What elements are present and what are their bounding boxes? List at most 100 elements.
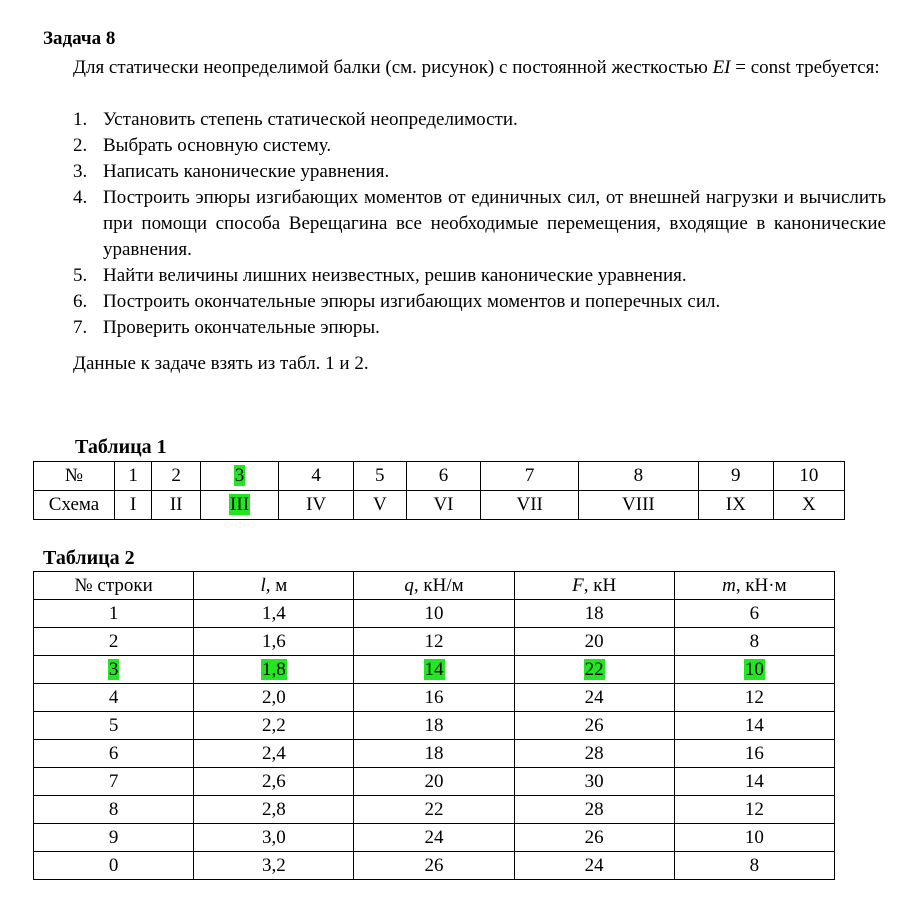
step-number: 4. xyxy=(73,187,88,208)
table-cell: 2,2 xyxy=(193,711,355,740)
table-2: № строки l, м q, кН/м F, кН m, кН·м 1 1,4 10 18 6… xyxy=(32,571,836,880)
table-cell: 12 xyxy=(353,627,515,656)
table-cell: 4 xyxy=(278,461,355,491)
cell-value: 1,4 xyxy=(262,602,286,624)
cell-value: II xyxy=(169,494,183,515)
table-cell: 10 xyxy=(353,599,515,628)
cell-value: 9 xyxy=(108,826,119,848)
table-cell: 2,6 xyxy=(193,767,355,796)
cell-value: 6 xyxy=(108,742,119,764)
cell-value: 1,8 xyxy=(261,658,287,680)
list-item: 5. Найти величины лишних неизвестных, реш… xyxy=(73,263,886,289)
cell-value: 20 xyxy=(584,630,604,652)
table-cell: 6 xyxy=(32,739,195,768)
cell-value: I xyxy=(130,494,137,515)
cell-value: 14 xyxy=(744,714,764,736)
cell-value: 3,2 xyxy=(262,854,286,876)
cell-value: 4 xyxy=(311,465,321,486)
table-cell: 28 xyxy=(513,739,675,768)
step-text: Проверить окончательные эпюры. xyxy=(103,317,380,338)
column-header: l, м xyxy=(193,571,355,600)
table-cell: 22 xyxy=(513,655,675,684)
table-cell: 18 xyxy=(513,599,675,628)
table-cell: 2,0 xyxy=(193,683,355,712)
cell-value: 3 xyxy=(233,465,246,486)
cell-value: VII xyxy=(516,494,543,515)
task-title: Задача 8 xyxy=(43,28,116,49)
table-row: 1 1,4 10 18 6 xyxy=(32,599,836,628)
data-note: Данные к задаче взять из табл. 1 и 2. xyxy=(73,353,369,374)
cell-value: 10 xyxy=(424,602,444,624)
list-item: 1. Установить степень статической неопред… xyxy=(73,107,886,133)
cell-value: 2,2 xyxy=(262,714,286,736)
cell-value: 7 xyxy=(108,770,119,792)
cell-value: 28 xyxy=(584,742,604,764)
cell-value: 20 xyxy=(424,770,444,792)
table-cell: 6 xyxy=(405,461,482,491)
step-number: 5. xyxy=(73,265,88,286)
step-number: 7. xyxy=(73,317,88,338)
table-cell: 6 xyxy=(673,599,836,628)
table-cell: 1 xyxy=(113,461,153,491)
table-cell: II xyxy=(151,490,201,520)
cell-value: 22 xyxy=(424,798,444,820)
table-cell: 1,8 xyxy=(193,655,355,684)
table-cell: 22 xyxy=(353,795,515,824)
table-cell: IX xyxy=(697,490,774,520)
header-symbol: q xyxy=(404,574,414,596)
table-row: 6 2,4 18 28 16 xyxy=(32,739,836,768)
cell-value: 1,6 xyxy=(262,630,286,652)
table-cell: 10 xyxy=(673,655,836,684)
table-row: 2 1,6 12 20 8 xyxy=(32,627,836,656)
list-item: 7. Проверить окончательные эпюры. xyxy=(73,315,886,341)
table-cell: 2,8 xyxy=(193,795,355,824)
table-cell: 2 xyxy=(32,627,195,656)
table-row: 9 3,0 24 26 10 xyxy=(32,823,836,852)
table-cell: 8 xyxy=(577,461,699,491)
table-cell: 1,6 xyxy=(193,627,355,656)
header-symbol: m xyxy=(722,574,736,596)
cell-value: III xyxy=(229,494,251,515)
table-cell: VI xyxy=(405,490,482,520)
cell-value: 14 xyxy=(423,658,445,680)
table-cell: 9 xyxy=(32,823,195,852)
table-cell: 2,4 xyxy=(193,739,355,768)
table-cell: 24 xyxy=(353,823,515,852)
cell-value: 8 xyxy=(108,798,119,820)
table-row: 4 2,0 16 24 12 xyxy=(32,683,836,712)
table-row: Схема I II III IV V VI VII VIII IX X xyxy=(33,490,846,520)
list-item: 2. Выбрать основную систему. xyxy=(73,133,886,159)
cell-value: 9 xyxy=(731,465,741,486)
row-label: Схема xyxy=(33,490,115,520)
cell-value: 5 xyxy=(108,714,119,736)
cell-value: 26 xyxy=(424,854,444,876)
table2-caption: Таблица 2 xyxy=(43,547,135,569)
table-cell: 30 xyxy=(513,767,675,796)
table-cell: 24 xyxy=(513,683,675,712)
cell-value: IV xyxy=(306,494,327,515)
table-cell: 28 xyxy=(513,795,675,824)
cell-value: 24 xyxy=(584,686,604,708)
table-cell: 14 xyxy=(673,711,836,740)
table-cell: 4 xyxy=(32,683,195,712)
list-item: 6. Построить окончательные эпюры изгибающ… xyxy=(73,289,886,315)
header-unit: , кН/м xyxy=(413,574,464,596)
intro-suffix: = const требуется: xyxy=(730,57,880,78)
table-cell: 16 xyxy=(673,739,836,768)
table-cell: 8 xyxy=(673,851,836,880)
cell-value: 10 xyxy=(799,465,819,486)
cell-value: 1 xyxy=(108,602,119,624)
table-cell: 1 xyxy=(32,599,195,628)
table-cell: 26 xyxy=(513,823,675,852)
table-cell: 14 xyxy=(353,655,515,684)
cell-value: 3,0 xyxy=(262,826,286,848)
cell-value: 2 xyxy=(171,465,181,486)
table-cell: 8 xyxy=(32,795,195,824)
cell-value: 0 xyxy=(108,854,119,876)
cell-value: IX xyxy=(725,494,746,515)
table-cell: 7 xyxy=(32,767,195,796)
column-header: q, кН/м xyxy=(353,571,515,600)
cell-value: 10 xyxy=(744,826,764,848)
cell-value: 2 xyxy=(108,630,119,652)
step-text: Написать канонические уравнения. xyxy=(103,161,390,182)
